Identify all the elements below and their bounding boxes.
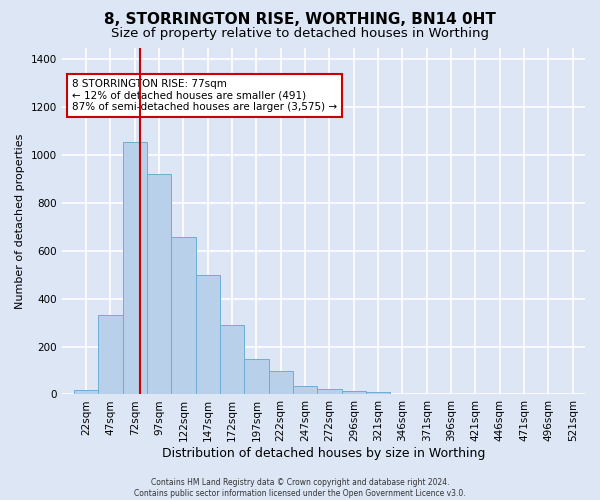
Bar: [98, 316, 122, 394]
Bar: [171, 236, 196, 394]
Bar: [74, 390, 98, 394]
Text: 8, STORRINGTON RISE, WORTHING, BN14 0HT: 8, STORRINGTON RISE, WORTHING, BN14 0HT: [104, 12, 496, 28]
Bar: [244, 358, 269, 394]
Bar: [366, 392, 390, 394]
Bar: [341, 391, 366, 394]
Bar: [317, 389, 341, 394]
Bar: [196, 275, 220, 394]
Bar: [293, 386, 317, 394]
Y-axis label: Number of detached properties: Number of detached properties: [15, 134, 25, 308]
Text: 8 STORRINGTON RISE: 77sqm
← 12% of detached houses are smaller (491)
87% of semi: 8 STORRINGTON RISE: 77sqm ← 12% of detac…: [72, 78, 337, 112]
Text: Contains HM Land Registry data © Crown copyright and database right 2024.
Contai: Contains HM Land Registry data © Crown c…: [134, 478, 466, 498]
Bar: [122, 142, 147, 395]
X-axis label: Distribution of detached houses by size in Worthing: Distribution of detached houses by size …: [161, 447, 485, 460]
Bar: [147, 174, 171, 394]
Bar: [220, 325, 244, 394]
Text: Size of property relative to detached houses in Worthing: Size of property relative to detached ho…: [111, 28, 489, 40]
Bar: [269, 370, 293, 394]
